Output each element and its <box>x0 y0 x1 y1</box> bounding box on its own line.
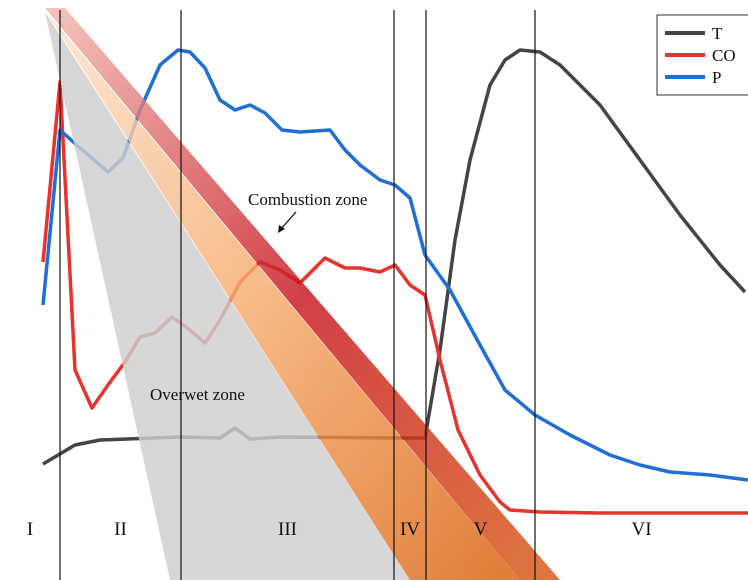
annotation: Combustion zone <box>248 190 367 209</box>
zone-label: III <box>278 519 297 540</box>
annotation: Overwet zone <box>150 385 245 404</box>
zone-label: IV <box>400 519 420 540</box>
chart: Combustion zone Overwet zone IIIIIIIVVVI… <box>0 0 748 580</box>
zone-label: I <box>27 519 33 540</box>
zone-label: II <box>114 519 127 540</box>
legend-label: P <box>712 68 721 87</box>
legend-label: T <box>712 24 723 43</box>
overwet-wedge <box>45 12 410 580</box>
zone-label: V <box>474 519 488 540</box>
zone-wedges <box>45 8 560 580</box>
legend-label: CO <box>712 46 736 65</box>
zone-label: VI <box>631 519 651 540</box>
